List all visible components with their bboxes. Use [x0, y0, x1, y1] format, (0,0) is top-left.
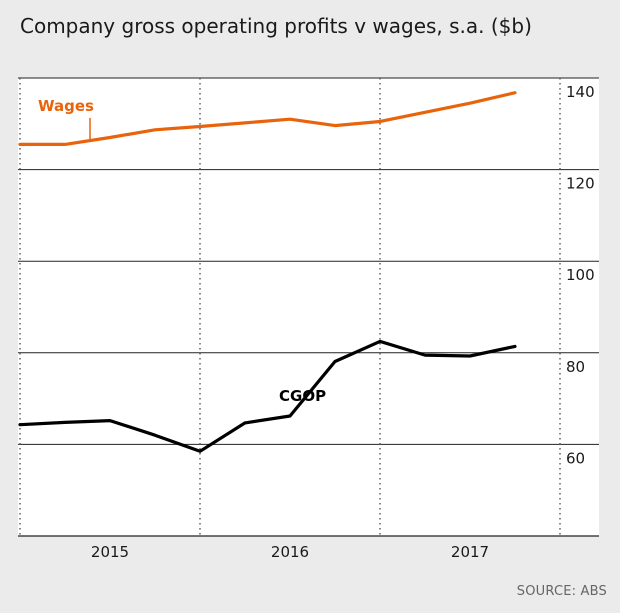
y-tick-labels: 60 80 100 120 140 [566, 83, 595, 467]
x-year-label: 2016 [271, 543, 309, 561]
grid-lines [18, 77, 599, 537]
y-tick-label: 140 [566, 83, 595, 101]
series-line-wages [18, 91, 517, 146]
x-year-label: 2017 [451, 543, 489, 561]
y-tick-label: 80 [566, 358, 585, 376]
y-tick-label: 100 [566, 266, 595, 284]
series-line-cgop [18, 339, 517, 453]
chart-title: Company gross operating profits v wages,… [20, 14, 532, 38]
y-tick-label: 60 [566, 449, 585, 467]
x-year-label: 2015 [91, 543, 129, 561]
y-tick-label: 120 [566, 175, 595, 193]
x-year-labels: 2015 2016 2017 [91, 543, 489, 561]
year-dividers [19, 78, 561, 536]
series-label-cgop: CGOP [279, 387, 326, 405]
series-label-wages: Wages [38, 97, 94, 115]
series-labels: Wages CGOP [38, 97, 326, 405]
plot-background [18, 78, 599, 536]
source-note: SOURCE: ABS [516, 584, 607, 599]
series-lines [18, 91, 517, 453]
